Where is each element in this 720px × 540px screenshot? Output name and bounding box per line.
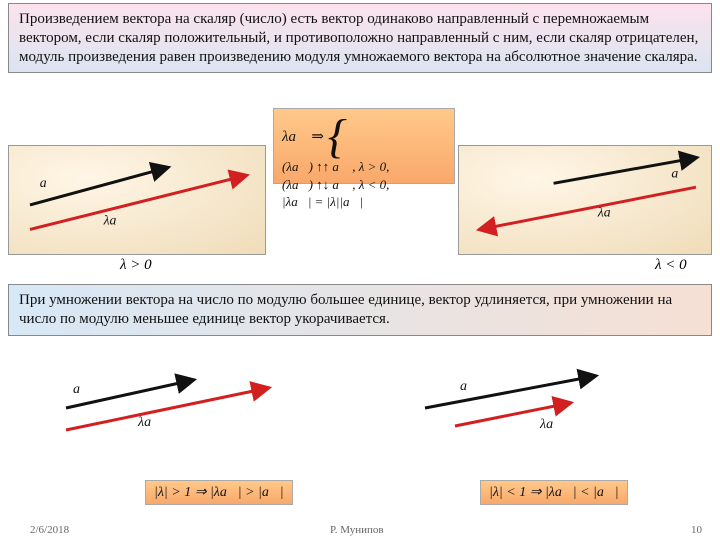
caption-abs-lt1: |λ| < 1 ⇒ |λa⃗| < |a⃗| [480,480,628,505]
scaling-text: При умножении вектора на число по модулю… [8,284,712,336]
diagram-lambda-negative: a⃗ λa⃗ [458,145,712,255]
vec-canvas-4: a⃗ λa⃗ [395,358,643,454]
svg-text:a⃗: a⃗ [40,175,58,190]
formula-r1: (λa⃗) ↑↑ a⃗ , λ > 0, [282,158,389,176]
formula-left: λa⃗ ⇒ [282,129,324,145]
svg-text:a⃗: a⃗ [460,379,478,394]
vec-canvas-1: a⃗ λa⃗ [9,146,265,254]
formula-cases: (λa⃗) ↑↑ a⃗ , λ > 0, (λa⃗) ↑↓ a⃗ , λ < 0… [282,158,389,211]
caption-lambda-neg: λ < 0 [655,257,687,274]
svg-text:λa⃗: λa⃗ [137,415,162,430]
diagram-abs-lt1: a⃗ λa⃗ [395,358,643,454]
vec-canvas-3: a⃗ λa⃗ [38,358,286,454]
definition-text: Произведением вектора на скаляр (число) … [8,3,712,73]
diagram-lambda-positive: a⃗ λa⃗ [8,145,266,255]
svg-text:a⃗: a⃗ [671,165,689,180]
formula-box: λa⃗ ⇒ { (λa⃗) ↑↑ a⃗ , λ > 0, (λa⃗) ↑↓ a⃗… [273,108,455,184]
svg-text:λa⃗: λa⃗ [103,213,128,228]
formula-r2: (λa⃗) ↑↓ a⃗ , λ < 0, [282,176,389,194]
svg-text:λa⃗: λa⃗ [539,417,564,432]
vec-canvas-2: a⃗ λa⃗ [459,146,711,254]
brace-icon: { [328,115,347,158]
footer-date: 2/6/2018 [30,524,69,536]
footer-author: Р. Мунипов [330,524,384,536]
svg-text:a⃗: a⃗ [73,382,91,397]
svg-text:λa⃗: λa⃗ [597,205,622,220]
footer-page: 10 [691,524,702,536]
caption-lambda-pos: λ > 0 [120,257,152,274]
formula-r3: |λa⃗| = |λ||a⃗| [282,193,389,211]
diagram-abs-gt1: a⃗ λa⃗ [38,358,286,454]
caption-abs-gt1: |λ| > 1 ⇒ |λa⃗| > |a⃗| [145,480,293,505]
